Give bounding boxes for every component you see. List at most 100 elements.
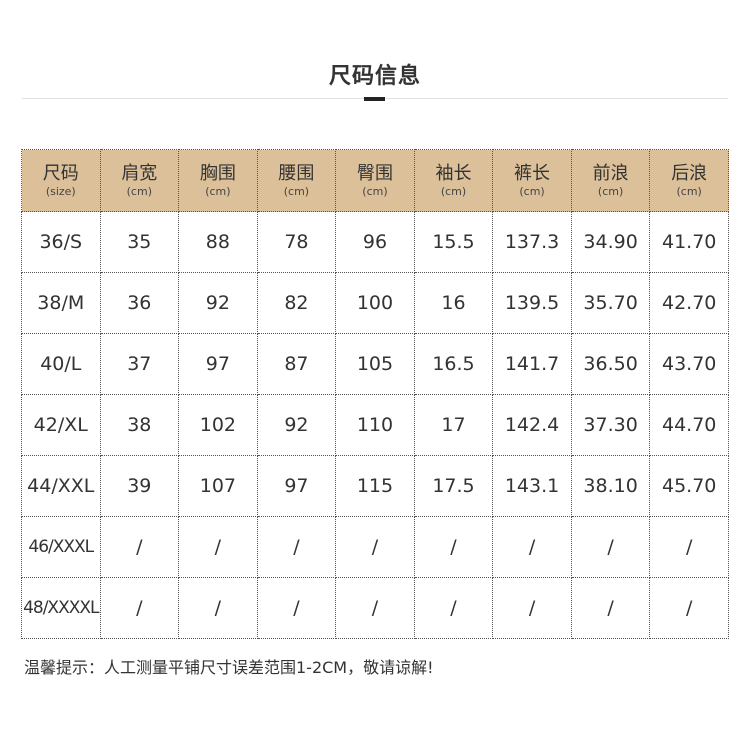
column-label: 袖长 (435, 162, 472, 184)
column-unit: (cm) (519, 184, 545, 198)
measurement-cell: 97 (256, 455, 337, 517)
size-cell: 38/M (21, 272, 101, 334)
size-cell: 46/XXXL (21, 516, 101, 578)
measurement-cell: 37 (99, 333, 180, 395)
measurement-cell: 102 (178, 394, 258, 456)
measurement-cell: / (413, 577, 494, 639)
measurement-cell: 16 (413, 272, 494, 334)
measurement-cell: / (335, 516, 415, 578)
measurement-cell: 36 (99, 272, 180, 334)
measurement-cell: 36.50 (570, 333, 651, 395)
column-unit: (cm) (597, 184, 624, 198)
table-row: 48/XXXXL / / / / / / / / (21, 577, 729, 639)
page-title: 尺码信息 (328, 64, 421, 89)
table-header-row: 尺码 (size) 肩宽 (cm) 胸围 (cm) 腰围 (cm) 臀围 (cm) 袖长 (cm) 裤长… (21, 149, 729, 212)
column-header: 袖长 (cm) (413, 149, 494, 212)
table-row: 46/XXXL / / / / / / / / (21, 516, 729, 578)
measurement-cell: 15.5 (413, 211, 494, 273)
measurement-cell: 43.70 (649, 333, 729, 395)
column-header: 胸围 (cm) (178, 149, 258, 212)
column-label: 腰围 (278, 162, 315, 184)
measurement-cell: / (649, 516, 729, 578)
measurement-cell: / (99, 577, 180, 639)
column-header: 后浪 (cm) (649, 149, 729, 212)
measurement-cell: 107 (178, 455, 258, 517)
measurement-cell: 88 (178, 211, 258, 273)
measurement-cell: / (256, 577, 337, 639)
measurement-cell: 44.70 (649, 394, 729, 456)
column-unit: (cm) (283, 184, 310, 198)
column-label: 尺码 (42, 162, 79, 184)
size-cell: 44/XXL (21, 455, 101, 517)
measurement-cell: 110 (335, 394, 415, 456)
column-label: 胸围 (199, 162, 236, 184)
measurement-cell: 78 (256, 211, 337, 273)
column-unit: (cm) (362, 184, 388, 198)
measurement-cell: 17.5 (413, 455, 494, 517)
measurement-cell: / (492, 577, 572, 639)
size-cell: 42/XL (21, 394, 101, 456)
measurement-cell: 38 (99, 394, 180, 456)
measurement-cell: 17 (413, 394, 494, 456)
measurement-cell: 37.30 (570, 394, 651, 456)
measurement-cell: / (413, 516, 494, 578)
measurement-cell: 34.90 (570, 211, 651, 273)
measurement-cell: 92 (178, 272, 258, 334)
column-header: 肩宽 (cm) (99, 149, 180, 212)
measurement-cell: 92 (256, 394, 337, 456)
measurement-cell: / (335, 577, 415, 639)
measurement-cell: 39 (99, 455, 180, 517)
column-label: 裤长 (514, 162, 551, 184)
measurement-cell: / (649, 577, 729, 639)
column-unit: (cm) (676, 184, 702, 198)
measurement-note: 温馨提示：人工测量平铺尺寸误差范围1-2CM，敬请谅解! (24, 658, 434, 677)
measurement-cell: 142.4 (492, 394, 572, 456)
table-row: 44/XXL 39 107 97 115 17.5 143.1 38.10 45.70 (21, 455, 729, 517)
measurement-cell: 45.70 (649, 455, 729, 517)
measurement-cell: 143.1 (492, 455, 572, 517)
measurement-cell: 97 (178, 333, 258, 395)
measurement-cell: 35.70 (570, 272, 651, 334)
measurement-cell: 16.5 (413, 333, 494, 395)
measurement-cell: 137.3 (492, 211, 572, 273)
column-header: 臀围 (cm) (335, 149, 415, 212)
column-unit: (cm) (126, 184, 152, 198)
column-header: 腰围 (cm) (256, 149, 337, 212)
column-label: 前浪 (592, 162, 629, 184)
column-header: 前浪 (cm) (570, 149, 651, 212)
measurement-cell: 41.70 (649, 211, 729, 273)
measurement-cell: 42.70 (649, 272, 729, 334)
measurement-cell: 139.5 (492, 272, 572, 334)
measurement-cell: / (256, 516, 337, 578)
title-accent-bar (364, 97, 385, 101)
measurement-cell: / (178, 577, 258, 639)
column-header: 裤长 (cm) (492, 149, 572, 212)
measurement-cell: 35 (99, 211, 180, 273)
measurement-cell: 96 (335, 211, 415, 273)
column-unit: (cm) (440, 184, 467, 198)
column-label: 后浪 (671, 162, 708, 184)
measurement-cell: 115 (335, 455, 415, 517)
measurement-cell: 38.10 (570, 455, 651, 517)
measurement-cell: / (570, 577, 651, 639)
column-label: 臀围 (356, 162, 393, 184)
column-unit: (cm) (205, 184, 231, 198)
measurement-cell: 87 (256, 333, 337, 395)
table-row: 36/S 35 88 78 96 15.5 137.3 34.90 41.70 (21, 211, 729, 273)
measurement-cell: / (492, 516, 572, 578)
column-header: 尺码 (size) (21, 149, 101, 212)
size-cell: 40/L (21, 333, 101, 395)
measurement-cell: 82 (256, 272, 337, 334)
table-row: 42/XL 38 102 92 110 17 142.4 37.30 44.70 (21, 394, 729, 456)
table-row: 40/L 37 97 87 105 16.5 141.7 36.50 43.70 (21, 333, 729, 395)
size-cell: 48/XXXXL (21, 577, 101, 639)
size-table: 尺码 (size) 肩宽 (cm) 胸围 (cm) 腰围 (cm) 臀围 (cm) 袖长 (cm) 裤长… (21, 149, 729, 639)
measurement-cell: 105 (335, 333, 415, 395)
size-cell: 36/S (21, 211, 101, 273)
column-label: 肩宽 (121, 162, 158, 184)
measurement-cell: / (99, 516, 180, 578)
column-unit: (size) (45, 184, 76, 198)
measurement-cell: 141.7 (492, 333, 572, 395)
measurement-cell: 100 (335, 272, 415, 334)
table-row: 38/M 36 92 82 100 16 139.5 35.70 42.70 (21, 272, 729, 334)
